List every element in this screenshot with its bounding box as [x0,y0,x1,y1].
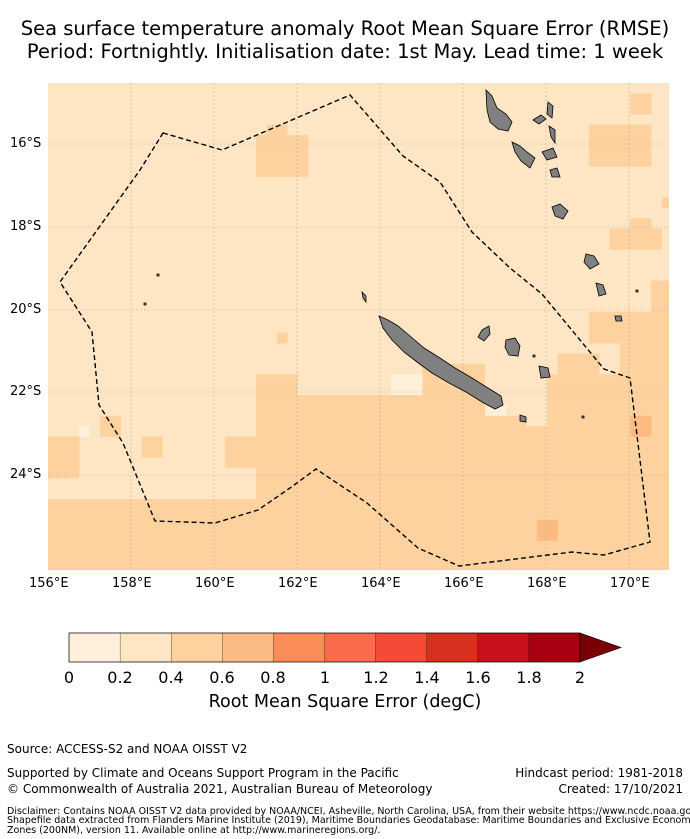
aneityum [614,315,623,322]
colorbar-bin [222,632,274,663]
colorbar-label: Root Mean Square Error (degC) [208,692,482,712]
rmse-cell-mid [224,436,288,469]
cb-tick-1-6: 1.6 [465,668,491,687]
cb-tick-0-6: 0.6 [209,668,235,687]
vanuatu-island-b [546,101,554,119]
espiritu-santo [485,88,513,132]
lon-tick-170: 170°E [610,576,650,591]
rmse-cell-mid [557,353,600,375]
ouvea [477,325,491,342]
lat-tick-24s: 24°S [10,467,42,482]
cb-tick-0-4: 0.4 [158,668,184,687]
rmse-cell-mid [48,436,80,479]
small-islet-1 [156,273,160,277]
rmse-cell-mid [141,436,163,458]
rmse-cell-mid [89,509,101,531]
rmse-cell-mid [630,93,652,115]
lat-tick-18s: 18°S [10,219,42,234]
rmse-cell-mid [630,218,652,229]
rmse-cell-low [79,426,90,437]
vanuatu-island-c [548,125,556,145]
lifou [504,337,521,357]
rmse-cell-mid [526,426,610,500]
created-date: Created: 17/10/2021 [558,782,683,796]
rmse-cell-mid [661,197,669,209]
isle-of-pines [519,414,527,423]
cb-tick-1-8: 1.8 [516,668,542,687]
colorbar-bin [171,632,223,663]
source-text: Source: ACCESS-S2 and NOAA OISST V2 [7,742,248,756]
support-text: Supported by Climate and Oceans Support … [7,766,399,780]
rmse-cell-mid [266,124,288,136]
vanuatu-island-f [549,167,561,178]
lon-tick-166: 166°E [444,576,484,591]
lon-tick-168: 168°E [527,576,567,591]
small-islet-5 [581,415,585,419]
rmse-cell-high [536,519,558,541]
rmse-cell-mid [68,499,101,510]
rmse-cell-mid [256,135,309,177]
rmse-cell-mid [547,374,631,427]
colorbar [68,632,622,663]
rmse-cell-mid [339,436,382,500]
colorbar-bins [68,632,581,663]
chart-title-line-1: Sea surface temperature anomaly Root Mea… [20,17,670,40]
erromango [583,253,600,270]
colorbar-frame [68,632,581,663]
colorbar-bin [375,632,428,663]
vanuatu-island-d [511,141,536,169]
rmse-cell-mid [609,228,662,250]
eez-boundary [59,94,651,567]
small-islet-4 [532,354,536,358]
small-islet-3 [635,289,639,293]
colorbar-bin [68,632,121,663]
cb-tick-1-2: 1.2 [363,668,389,687]
disclaimer-line-2: Shapefile data extracted from Flanders M… [7,815,690,826]
land-masses [143,88,639,423]
colorbar-bin [324,632,377,663]
colorbar-bin [273,632,326,663]
graticule [48,83,669,570]
cb-tick-0: 0 [63,668,75,687]
disclaimer-line-1: Disclaimer: Contains NOAA OISST V2 data … [7,806,690,817]
colorbar-bin [477,632,530,663]
cb-tick-1: 1 [319,668,331,687]
lon-tick-158: 158°E [112,576,152,591]
lat-tick-20s: 20°S [10,302,42,317]
lat-tick-16s: 16°S [10,136,42,151]
lon-tick-164: 164°E [361,576,401,591]
lat-tick-22s: 22°S [10,384,42,399]
vanuatu-island-a [532,114,547,125]
rmse-cell-high [630,415,652,437]
chart-title-line-2: Period: Fortnightly. Initialisation date… [26,40,664,63]
efate [551,203,569,220]
cb-tick-0-8: 0.8 [260,668,286,687]
new-caledonia-main [378,315,504,410]
small-islet-2 [143,302,147,306]
colorbar-bin [426,632,479,663]
colorbar-bin [528,632,581,663]
disclaimer-line-3: Zones (200NM), version 11. Available onl… [7,825,381,836]
lon-tick-162: 162°E [278,576,318,591]
vanuatu-island-e [541,147,558,161]
lon-tick-160: 160°E [195,576,235,591]
rmse-cells-high [536,415,652,541]
rmse-cell-mid [651,280,669,333]
colorbar-extend-arrow [579,632,622,663]
tanna [595,282,607,297]
rmse-cell-mid [422,415,527,500]
cb-tick-0-2: 0.2 [107,668,133,687]
cb-tick-1-4: 1.4 [414,668,440,687]
lon-tick-156: 156°E [29,576,69,591]
belep-islands [361,290,367,304]
mare [538,365,551,379]
rmse-cell-mid [588,124,652,167]
copyright-text: © Commonwealth of Australia 2021, Austra… [7,782,433,796]
cb-tick-2: 2 [574,668,586,687]
rmse-cell-mid [276,332,288,344]
hindcast-period: Hindcast period: 1981-2018 [515,766,683,780]
colorbar-bin [119,632,172,663]
